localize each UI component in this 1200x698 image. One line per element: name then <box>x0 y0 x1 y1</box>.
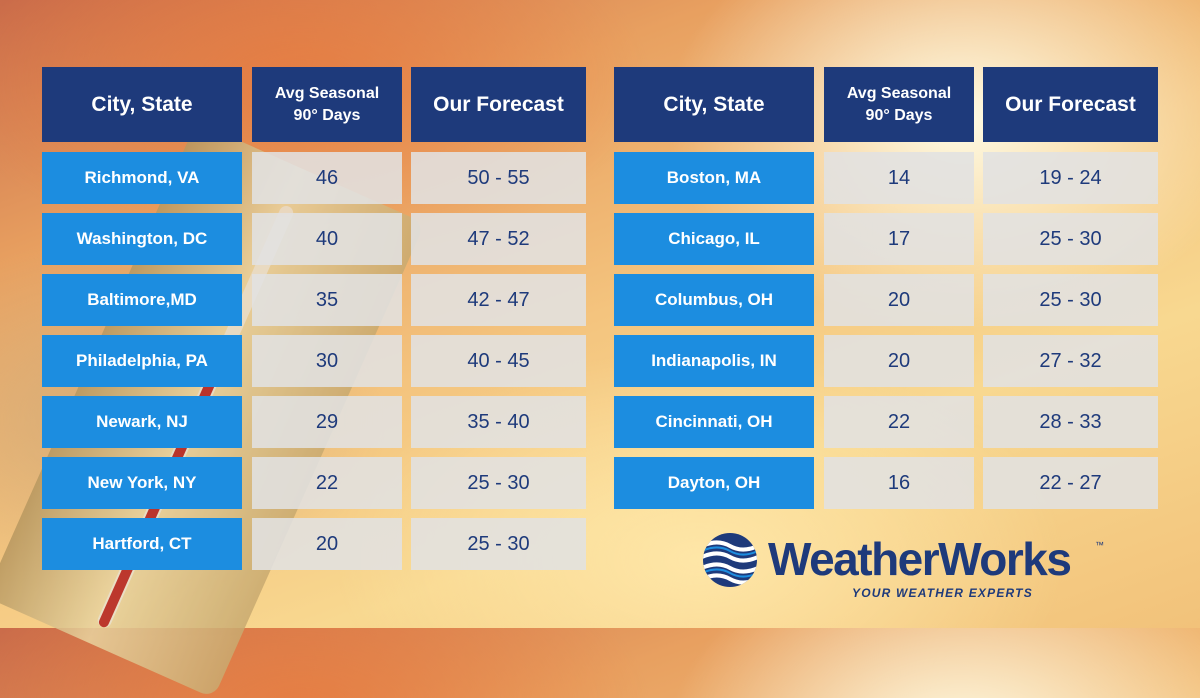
weatherworks-logo: WeatherWorks ™ YOUR WEATHER EXPERTS <box>702 530 1122 605</box>
forecast-cell: 50 - 55 <box>411 152 586 204</box>
avg-days-cell: 22 <box>824 396 974 448</box>
avg-days-cell: 20 <box>824 335 974 387</box>
header-our-forecast: Our Forecast <box>983 67 1158 142</box>
forecast-cell: 19 - 24 <box>983 152 1158 204</box>
forecast-cell: 25 - 30 <box>411 518 586 570</box>
city-cell: Dayton, OH <box>614 457 814 509</box>
forecast-cell: 28 - 33 <box>983 396 1158 448</box>
logo-trademark: ™ <box>1095 540 1104 550</box>
forecast-cell: 27 - 32 <box>983 335 1158 387</box>
forecast-cell: 25 - 30 <box>983 213 1158 265</box>
avg-days-cell: 20 <box>824 274 974 326</box>
avg-days-cell: 14 <box>824 152 974 204</box>
header-avg-seasonal-line1: Avg Seasonal <box>274 84 380 102</box>
header-city-state: City, State <box>614 67 814 142</box>
city-cell: New York, NY <box>42 457 242 509</box>
city-cell: Indianapolis, IN <box>614 335 814 387</box>
logo-wordmark: WeatherWorks <box>768 533 1072 585</box>
header-our-forecast: Our Forecast <box>411 67 586 142</box>
avg-days-cell: 17 <box>824 213 974 265</box>
avg-days-cell: 46 <box>252 152 402 204</box>
forecast-cell: 22 - 27 <box>983 457 1158 509</box>
city-cell: Hartford, CT <box>42 518 242 570</box>
avg-days-cell: 40 <box>252 213 402 265</box>
avg-days-cell: 16 <box>824 457 974 509</box>
forecast-cell: 35 - 40 <box>411 396 586 448</box>
city-cell: Chicago, IL <box>614 213 814 265</box>
logo-tagline: YOUR WEATHER EXPERTS <box>852 586 1033 600</box>
city-cell: Baltimore,MD <box>42 274 242 326</box>
forecast-cell: 47 - 52 <box>411 213 586 265</box>
city-cell: Cincinnati, OH <box>614 396 814 448</box>
forecast-cell: 40 - 45 <box>411 335 586 387</box>
city-cell: Columbus, OH <box>614 274 814 326</box>
header-avg-seasonal: Avg Seasonal 90° Days <box>252 67 402 142</box>
forecast-cell: 25 - 30 <box>411 457 586 509</box>
header-avg-seasonal-line1: Avg Seasonal <box>846 84 952 102</box>
avg-days-cell: 20 <box>252 518 402 570</box>
forecast-cell: 25 - 30 <box>983 274 1158 326</box>
city-cell: Newark, NJ <box>42 396 242 448</box>
header-avg-seasonal-line2: 90° Days <box>293 106 361 124</box>
avg-days-cell: 22 <box>252 457 402 509</box>
avg-days-cell: 29 <box>252 396 402 448</box>
header-avg-seasonal-line2: 90° Days <box>865 106 933 124</box>
city-cell: Philadelphia, PA <box>42 335 242 387</box>
city-cell: Washington, DC <box>42 213 242 265</box>
city-cell: Richmond, VA <box>42 152 242 204</box>
forecast-cell: 42 - 47 <box>411 274 586 326</box>
avg-days-cell: 35 <box>252 274 402 326</box>
header-city-state: City, State <box>42 67 242 142</box>
city-cell: Boston, MA <box>614 152 814 204</box>
header-avg-seasonal: Avg Seasonal 90° Days <box>824 67 974 142</box>
avg-days-cell: 30 <box>252 335 402 387</box>
globe-logo-icon <box>703 533 757 587</box>
